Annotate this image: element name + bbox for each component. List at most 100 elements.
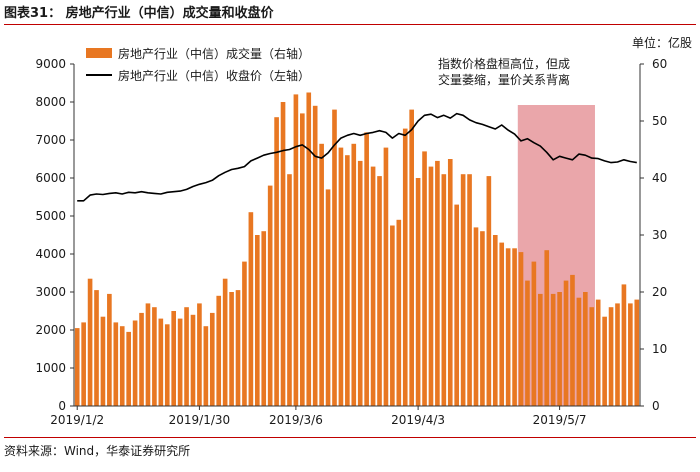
volume-bar [145, 303, 151, 406]
volume-bar [454, 204, 460, 406]
left-tick-label: 0 [58, 399, 66, 413]
legend-item-price: 房地产行业（中信）收盘价（左轴） [86, 64, 310, 86]
volume-bar [235, 290, 241, 406]
volume-bar [312, 105, 318, 407]
unit-label: 单位：亿股 [631, 36, 692, 50]
volume-bar [139, 312, 144, 406]
volume-bar [396, 219, 402, 406]
volume-bar [492, 235, 498, 406]
x-tick-label: 2019/3/6 [269, 413, 323, 427]
legend-label-volume: 房地产行业（中信）成交量（右轴） [118, 46, 311, 61]
volume-bar [190, 314, 196, 406]
volume-bar [557, 292, 562, 406]
x-tick-label: 2019/1/2 [50, 413, 104, 427]
x-tick-label: 2019/5/7 [533, 413, 587, 427]
volume-bar [306, 92, 312, 406]
right-tick-label: 60 [652, 57, 667, 71]
volume-bar [531, 261, 537, 406]
volume-bar [351, 143, 357, 407]
volume-bar [473, 227, 479, 406]
volume-bar [203, 326, 209, 406]
volume-bar [248, 212, 254, 406]
volume-bar [628, 303, 633, 406]
volume-bar [164, 324, 170, 406]
volume-bar [505, 248, 511, 406]
volume-bar [512, 248, 517, 406]
volume-bar [525, 280, 530, 406]
volume-bar [197, 303, 202, 406]
legend-label-price: 房地产行业（中信）收盘价（左轴） [118, 68, 311, 83]
volume-bar [602, 316, 607, 406]
volume-bar [222, 278, 228, 406]
volume-bar [216, 295, 222, 406]
volume-bar [460, 174, 466, 406]
volume-bar [81, 322, 86, 406]
volume-bar [184, 307, 189, 406]
annotation-line-2: 交量萎缩，量价关系背离 [437, 73, 570, 87]
volume-bar [608, 307, 614, 406]
left-tick-label: 6000 [35, 171, 66, 185]
title-divider [4, 24, 696, 25]
volume-bar [402, 128, 408, 406]
volume-bar [229, 292, 234, 406]
volume-bar [615, 303, 620, 406]
volume-bar [576, 297, 582, 406]
volume-bar [132, 320, 138, 406]
volume-bar [370, 166, 376, 406]
volume-bar [364, 132, 369, 406]
left-tick-label: 2000 [35, 323, 66, 337]
right-tick-label: 30 [652, 228, 667, 242]
annotation-line-1: 指数价格盘桓高位，但成 [437, 57, 570, 71]
left-tick-label: 4000 [35, 247, 66, 261]
volume-bar [441, 174, 447, 406]
volume-bar [621, 284, 627, 406]
right-tick-label: 50 [652, 114, 667, 128]
right-tick-label: 0 [652, 399, 660, 413]
volume-bar [499, 242, 505, 406]
volume-bar [87, 278, 93, 406]
volume-bar [390, 225, 395, 406]
volume-bar [94, 290, 99, 406]
volume-bar [332, 109, 337, 406]
volume-bar [209, 312, 215, 406]
left-tick-label: 7000 [35, 133, 66, 147]
volume-bar [107, 293, 112, 406]
source-note: 资料来源：Wind，华泰证券研究所 [4, 444, 191, 458]
volume-bar [152, 307, 157, 406]
right-tick-label: 40 [652, 171, 667, 185]
volume-bar [570, 274, 575, 406]
volume-bar [563, 280, 569, 406]
right-tick-label: 20 [652, 285, 667, 299]
volume-bar [254, 235, 260, 406]
x-tick-label: 2019/4/3 [391, 413, 445, 427]
figure-title: 图表31： 房地产行业（中信）成交量和收盘价 [4, 6, 274, 21]
left-tick-label: 1000 [35, 361, 66, 375]
volume-bar [634, 299, 640, 406]
volume-bar [126, 331, 131, 406]
volume-bar [267, 185, 273, 406]
volume-bar [409, 109, 414, 406]
price-line [77, 112, 637, 202]
volume-bar [338, 147, 344, 406]
left-tick-label: 5000 [35, 209, 66, 223]
volume-bar [280, 102, 286, 406]
volume-bar [325, 189, 331, 406]
volume-bar [537, 293, 543, 406]
annotation-note: 指数价格盘桓高位，但成 交量萎缩，量价关系背离 [414, 56, 594, 88]
volume-bar [550, 293, 556, 406]
volume-bar [480, 231, 485, 406]
volume-bar [467, 174, 472, 406]
volume-bar [177, 318, 183, 406]
volume-bar [357, 160, 363, 406]
volume-bar [589, 307, 595, 406]
volume-bar [287, 174, 292, 406]
volume-bar [242, 261, 247, 406]
volume-bar [171, 311, 177, 406]
volume-bar [158, 318, 164, 406]
right-tick-label: 10 [652, 342, 667, 356]
volume-bar [261, 231, 267, 406]
legend-swatch-volume [86, 48, 112, 58]
volume-bar [293, 94, 299, 407]
volume-bar [595, 299, 601, 406]
